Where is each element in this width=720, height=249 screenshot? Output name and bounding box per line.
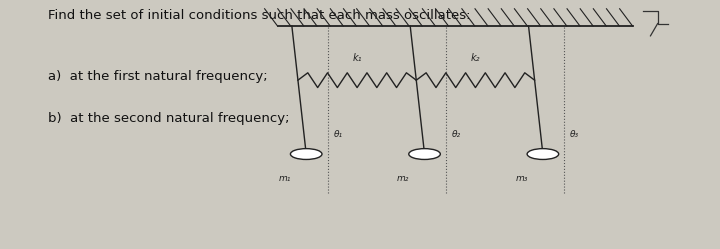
Text: m₃: m₃ [516, 174, 528, 183]
Text: θ₂: θ₂ [452, 130, 461, 139]
Text: Find the set of initial conditions such that each mass oscillates:: Find the set of initial conditions such … [48, 9, 470, 22]
Circle shape [290, 149, 322, 159]
Text: m₁: m₁ [279, 174, 291, 183]
Text: k₂: k₂ [471, 53, 480, 63]
Text: a)  at the first natural frequency;: a) at the first natural frequency; [48, 70, 268, 83]
Circle shape [527, 149, 559, 159]
Text: θ₁: θ₁ [333, 130, 343, 139]
Text: θ₃: θ₃ [570, 130, 580, 139]
Text: m₂: m₂ [397, 174, 409, 183]
Text: k₁: k₁ [352, 53, 362, 63]
Circle shape [409, 149, 441, 159]
Text: b)  at the second natural frequency;: b) at the second natural frequency; [48, 112, 289, 125]
